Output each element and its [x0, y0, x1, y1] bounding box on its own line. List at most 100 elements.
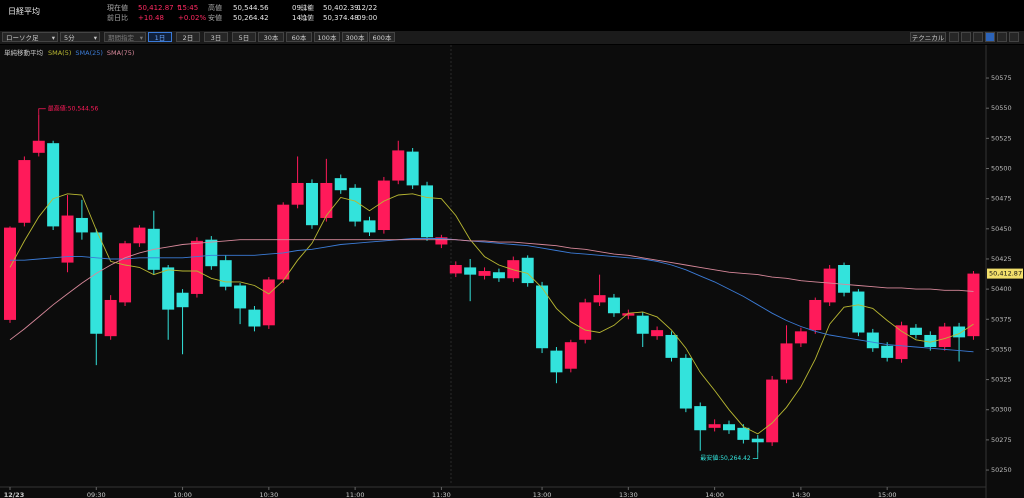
period-button[interactable]: 60本 [286, 32, 312, 42]
field-time: +0.02% [178, 14, 207, 22]
dropdown[interactable]: ローソク足 ▾ [2, 32, 58, 42]
field-value: +10.48 [138, 14, 164, 22]
candle-body [665, 334, 678, 358]
y-tick-label: 50375 [991, 315, 1012, 323]
tool-icon[interactable] [985, 32, 995, 42]
period-button[interactable]: 100本 [314, 32, 340, 42]
candle-body [421, 185, 434, 238]
candle-body [262, 279, 275, 326]
candle-body [406, 151, 419, 186]
candle-body [593, 295, 606, 303]
period-button[interactable]: 600本 [369, 32, 395, 42]
candle-body [521, 257, 534, 284]
candle-body [607, 297, 620, 314]
dropdown[interactable]: 期間指定 ▾ [104, 32, 146, 42]
candle-body [881, 345, 894, 358]
candle-body [852, 291, 865, 333]
candle-body [234, 285, 247, 309]
low-label: 最安値:50,264.42 [700, 454, 751, 462]
tool-icon[interactable] [949, 32, 959, 42]
candle-body [895, 325, 908, 360]
candle-body [205, 239, 218, 267]
candle-body [363, 220, 376, 233]
candle-body [305, 182, 318, 226]
legend-title: 単純移動平均 [4, 48, 44, 57]
field-time: 09:00 [357, 14, 378, 22]
y-tick-label: 50550 [991, 104, 1012, 112]
sma-line [9, 239, 974, 341]
legend-entry: SMA(25) [75, 49, 103, 57]
caret: ▾ [93, 34, 97, 42]
tool-icon[interactable] [961, 32, 971, 42]
x-tick-label: 09:30 [87, 491, 106, 498]
candle-body [320, 182, 333, 218]
period-button[interactable]: 5日 [232, 32, 256, 42]
low-pointer [752, 452, 759, 460]
candle-body [4, 227, 16, 320]
candle-body [291, 182, 304, 205]
candle-body [248, 309, 261, 327]
candle-body [579, 302, 592, 340]
candle-body [392, 150, 405, 181]
high-pointer [38, 108, 46, 115]
candle-body [349, 187, 362, 222]
field-label: 前日比 [107, 14, 128, 22]
tool-icon[interactable] [997, 32, 1007, 42]
candle-body [464, 267, 477, 275]
period-button[interactable]: 3日 [204, 32, 228, 42]
candle-body [838, 264, 851, 293]
sma-line [9, 193, 974, 435]
period-button[interactable]: 300本 [342, 32, 368, 42]
candle-body [492, 272, 505, 279]
y-tick-label: 50450 [991, 225, 1012, 233]
dropdown[interactable]: 5分 ▾ [60, 32, 100, 42]
y-tick-label: 50525 [991, 134, 1012, 142]
candle-body [751, 438, 764, 443]
sma-line [10, 238, 974, 353]
candle-body [967, 273, 980, 337]
last-price-tag [987, 268, 1023, 279]
candle-body [334, 178, 347, 191]
candle-body [636, 315, 649, 334]
field-value: 50,374.48 [323, 14, 359, 22]
y-tick-label: 50475 [991, 195, 1012, 203]
candle-body [219, 260, 232, 287]
candle-body [277, 204, 290, 280]
legend-entry: SMA(5) [48, 49, 71, 57]
x-tick-label: 14:00 [705, 491, 724, 498]
period-button[interactable]: 1日 [148, 32, 172, 42]
period-button[interactable]: 30本 [258, 32, 284, 42]
legend-entry: SMA(75) [107, 49, 135, 57]
candle-body [679, 357, 692, 409]
candle-body [909, 327, 922, 335]
field-value: 50,412.87 ↑ [138, 4, 182, 12]
technical-button[interactable]: テクニカル [910, 32, 946, 42]
candle-body [938, 326, 951, 348]
toolbar: ローソク足 ▾ 5分 ▾ 期間指定 ▾ 1日 2日 3日 5日 30本 60本 100本 300本 600本… [0, 31, 1024, 44]
candle-body [794, 331, 807, 344]
field-label: 現在値 [107, 4, 128, 12]
field-value: 50,264.42 [233, 14, 269, 22]
candle-body [564, 342, 577, 369]
candle-body [866, 332, 879, 349]
tool-icon[interactable] [973, 32, 983, 42]
candle-body [737, 427, 750, 440]
tool-icon[interactable] [1009, 32, 1019, 42]
candle-body [162, 267, 175, 310]
candle-body [61, 215, 74, 263]
candle-body [622, 313, 635, 316]
candle-body [953, 326, 966, 338]
field-time: 15:45 [178, 4, 199, 12]
period-button[interactable]: 2日 [176, 32, 200, 42]
candle-body [90, 232, 103, 334]
x-tick-label: 13:00 [533, 491, 552, 498]
x-tick-label: 15:00 [878, 491, 897, 498]
candle-body [478, 271, 491, 276]
candle-body [449, 264, 462, 274]
index-title: 日経平均 [8, 7, 40, 16]
field-time: 12/22 [357, 4, 378, 12]
candle-body [823, 268, 836, 303]
y-tick-label: 50300 [991, 406, 1012, 414]
field-value: 50,544.56 [233, 4, 269, 12]
